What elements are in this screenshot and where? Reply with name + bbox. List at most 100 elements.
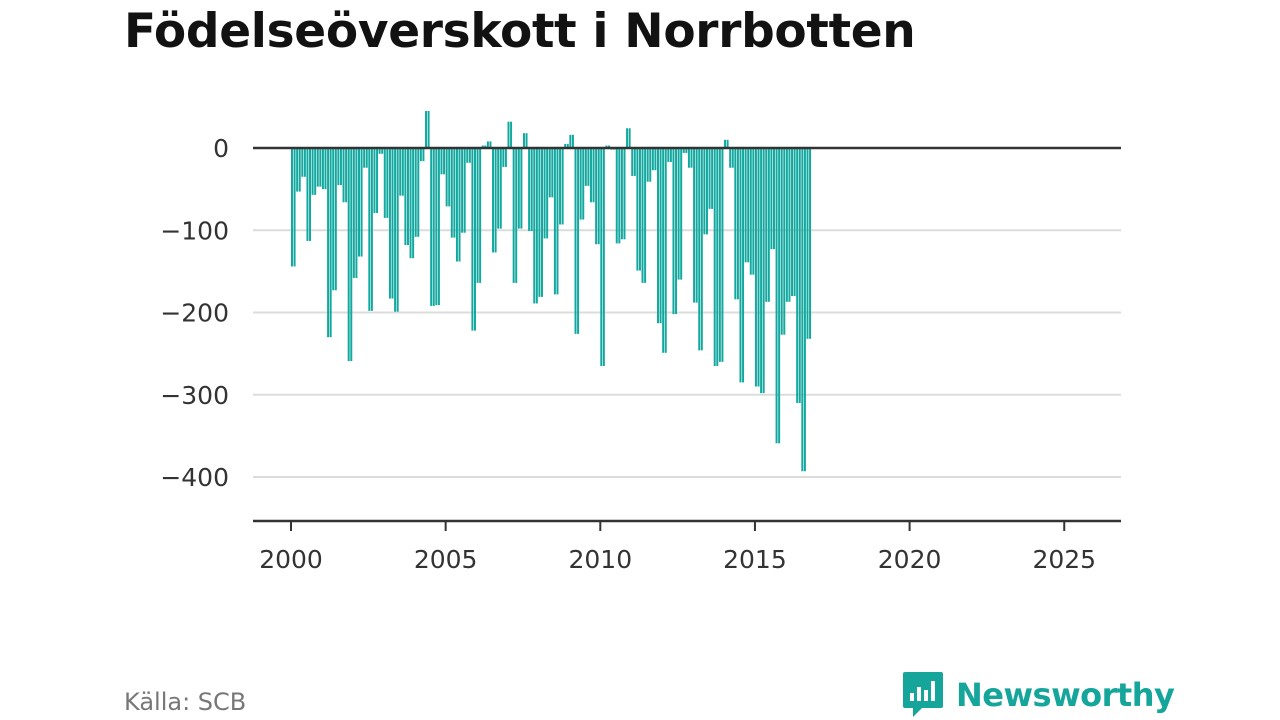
bar-2016-02 bbox=[788, 148, 791, 302]
x-tick-label: 2025 bbox=[1032, 545, 1096, 574]
bar-2009-09 bbox=[589, 148, 592, 203]
bar-2000-02 bbox=[293, 148, 296, 267]
bar-2008-03 bbox=[543, 148, 546, 239]
bar-2010-02 bbox=[602, 148, 605, 366]
bar-2007-04 bbox=[515, 148, 518, 283]
bar-2007-08 bbox=[525, 133, 528, 148]
bar-2002-06 bbox=[365, 148, 368, 168]
bar-2010-07 bbox=[615, 148, 618, 244]
bar-2000-08 bbox=[309, 148, 312, 241]
bar-2011-09 bbox=[651, 148, 654, 171]
bar-2015-05 bbox=[765, 148, 768, 302]
bar-2009-12 bbox=[597, 148, 600, 245]
bar-2008-10 bbox=[561, 148, 564, 225]
x-tick-label: 2000 bbox=[259, 545, 323, 574]
bar-2015-07 bbox=[770, 148, 773, 250]
bar-2012-06 bbox=[675, 148, 678, 315]
bar-2015-04 bbox=[762, 148, 765, 394]
bar-2007-06 bbox=[520, 148, 523, 229]
bar-2003-12 bbox=[412, 148, 415, 259]
bar-2010-10 bbox=[623, 148, 626, 240]
brand[interactable]: Newsworthy bbox=[902, 671, 1175, 719]
bar-2008-05 bbox=[548, 148, 551, 198]
bar-2005-06 bbox=[458, 148, 461, 262]
bar-2012-08 bbox=[680, 148, 683, 280]
bar-2016-01 bbox=[785, 148, 788, 302]
bar-2006-12 bbox=[504, 148, 507, 167]
bar-2005-01 bbox=[445, 148, 448, 207]
bar-2011-07 bbox=[646, 148, 649, 182]
bar-2005-04 bbox=[453, 148, 456, 238]
bar-2006-06 bbox=[489, 141, 492, 148]
x-tick-label: 2015 bbox=[723, 545, 787, 574]
bar-2004-04 bbox=[422, 148, 425, 162]
bar-2007-03 bbox=[512, 148, 515, 283]
y-axis-tick-labels: 0 −100 −200 −300 −400 bbox=[160, 134, 229, 492]
bar-2008-08 bbox=[556, 148, 559, 295]
bar-2004-01 bbox=[414, 148, 417, 237]
bar-2007-05 bbox=[517, 148, 520, 229]
bar-2001-04 bbox=[329, 148, 332, 338]
x-tick-label: 2005 bbox=[414, 545, 478, 574]
bar-2000-06 bbox=[303, 148, 306, 177]
bar-2016-04 bbox=[793, 148, 796, 297]
bar-2007-01 bbox=[507, 121, 510, 148]
bar-2014-12 bbox=[752, 148, 755, 275]
bar-2009-03 bbox=[574, 148, 577, 334]
bar-2006-01 bbox=[476, 148, 479, 283]
bar-2005-10 bbox=[468, 148, 471, 163]
bar-2006-07 bbox=[492, 148, 495, 253]
bar-2012-01 bbox=[662, 148, 665, 353]
bar-2004-05 bbox=[425, 110, 428, 148]
bar-2003-03 bbox=[388, 148, 391, 299]
bar-2004-09 bbox=[435, 148, 438, 306]
chart-title: Födelseöverskott i Norrbotten bbox=[124, 4, 916, 59]
bar-2014-01 bbox=[724, 139, 726, 148]
bar-2013-11 bbox=[718, 148, 721, 362]
bar-2016-07 bbox=[801, 148, 804, 472]
bar-2005-09 bbox=[466, 148, 469, 163]
bar-2010-08 bbox=[618, 148, 621, 244]
bar-2003-09 bbox=[404, 148, 407, 246]
bar-2015-01 bbox=[754, 148, 757, 387]
bar-2016-10 bbox=[809, 148, 812, 339]
bar-2002-02 bbox=[355, 148, 358, 278]
bar-2015-06 bbox=[767, 148, 770, 302]
bar-2003-08 bbox=[401, 148, 404, 196]
bar-2010-01 bbox=[600, 148, 603, 366]
bar-2009-10 bbox=[592, 148, 595, 203]
x-axis-tick-labels: 2000 2005 2010 2015 2020 2025 bbox=[259, 521, 1096, 574]
bar-2004-12 bbox=[443, 148, 446, 175]
bar-2001-02 bbox=[324, 148, 327, 190]
bar-2012-03 bbox=[667, 148, 670, 162]
bar-2013-12 bbox=[721, 148, 724, 362]
bar-2000-03 bbox=[296, 148, 299, 192]
bar-2014-07 bbox=[739, 148, 742, 383]
bar-2014-05 bbox=[734, 148, 737, 300]
bar-2000-12 bbox=[319, 148, 322, 187]
bar-2003-11 bbox=[409, 148, 412, 259]
bar-2001-12 bbox=[350, 148, 353, 362]
bar-2015-12 bbox=[783, 148, 786, 335]
bar-2002-07 bbox=[368, 148, 371, 311]
axes bbox=[253, 146, 1121, 523]
bar-2015-10 bbox=[778, 148, 781, 444]
bar-2014-02 bbox=[726, 139, 729, 148]
bar-2008-06 bbox=[551, 148, 554, 198]
bar-2009-06 bbox=[582, 148, 585, 220]
bar-2014-08 bbox=[742, 148, 745, 383]
bar-2000-05 bbox=[301, 148, 304, 177]
bar-2011-10 bbox=[654, 148, 657, 171]
bar-2010-09 bbox=[620, 148, 623, 240]
bar-2001-11 bbox=[347, 148, 350, 362]
bar-2013-05 bbox=[703, 148, 706, 235]
bar-2016-03 bbox=[791, 148, 794, 297]
bar-2015-08 bbox=[772, 148, 775, 250]
bar-2014-11 bbox=[749, 148, 752, 275]
bar-2016-06 bbox=[798, 148, 801, 403]
bar-2011-03 bbox=[636, 148, 639, 271]
bar-2002-09 bbox=[373, 148, 376, 213]
bar-2002-01 bbox=[352, 148, 355, 278]
bar-2008-11 bbox=[564, 143, 567, 148]
